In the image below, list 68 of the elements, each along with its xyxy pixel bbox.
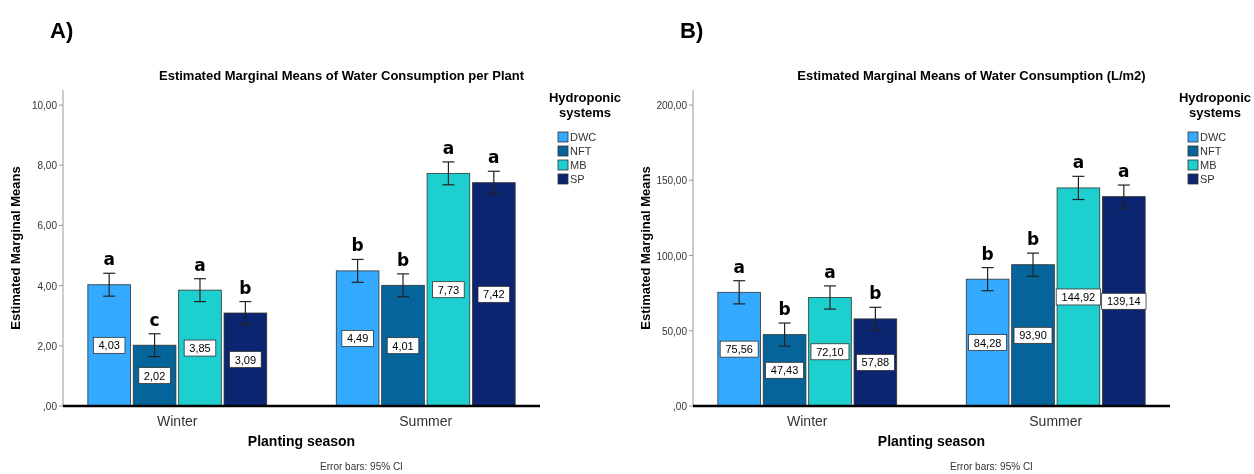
legend-title: Hydroponic systems — [548, 90, 622, 120]
data-label: 4,01 — [392, 339, 414, 352]
y-tick-label: 8,00 — [37, 160, 58, 172]
annotation: a — [103, 249, 115, 270]
data-label: 4,49 — [346, 332, 369, 345]
x-tick-label: Winter — [787, 413, 828, 429]
annotation: a — [1118, 161, 1130, 182]
legend-label: NFT — [1200, 145, 1222, 157]
data-label: 7,73 — [437, 283, 460, 296]
legend-label: MB — [1200, 159, 1217, 171]
annotation: b — [778, 299, 791, 320]
annotation: b — [981, 243, 994, 264]
annotation: b — [239, 277, 252, 298]
text: Error bars: 95% CI — [320, 461, 403, 472]
legend-label: SP — [1200, 173, 1215, 185]
annotation: b — [1026, 229, 1040, 250]
chart-title: Estimated Marginal Means of Water Consumption (L/m2) — [797, 68, 1146, 83]
y-axis-title: Estimated Marginal Means — [638, 166, 653, 330]
data-label: 84,28 — [973, 336, 1002, 349]
data-label: 7,42 — [483, 288, 505, 301]
annotation: b — [351, 235, 364, 256]
annotation: a — [488, 147, 500, 168]
data-label: 2,02 — [143, 369, 166, 382]
x-tick-label: Winter — [157, 413, 198, 429]
text: B) — [680, 18, 704, 43]
legend-label: MB — [570, 159, 587, 171]
annotation: a — [824, 261, 836, 282]
legend-label: SP — [570, 173, 585, 185]
y-tick-label: ,00 — [43, 401, 58, 412]
y-tick-label: 2,00 — [37, 340, 58, 352]
legend-label: DWC — [570, 131, 597, 143]
legend-title: Hydroponic systems — [1178, 90, 1252, 120]
x-tick-label: Summer — [399, 413, 453, 429]
y-tick-label: 10,00 — [31, 100, 58, 112]
annotation: c — [149, 309, 160, 330]
text: Error bars: 95% CI — [950, 461, 1033, 472]
bar — [472, 182, 516, 407]
chart-title: Estimated Marginal Means of Water Consumption per Plant — [158, 68, 525, 83]
data-label: 3,09 — [234, 353, 257, 366]
x-axis-title: Planting season — [247, 433, 356, 449]
data-label: 144,92 — [1061, 290, 1096, 303]
data-label: 139,14 — [1106, 295, 1141, 308]
annotation: b — [396, 249, 410, 270]
y-tick-label: 150,00 — [656, 175, 688, 187]
data-label: 47,43 — [770, 364, 799, 377]
annotation: b — [869, 283, 882, 304]
text: A) — [50, 18, 74, 43]
legend-label: DWC — [1200, 131, 1227, 143]
annotation: a — [733, 256, 745, 277]
data-label: 72,10 — [816, 345, 844, 358]
y-tick-label: 4,00 — [37, 280, 58, 292]
y-tick-label: 6,00 — [37, 220, 58, 232]
y-tick-label: 100,00 — [656, 250, 688, 262]
x-tick-label: Summer — [1029, 413, 1083, 429]
data-label: 93,90 — [1019, 329, 1047, 342]
data-label: 3,85 — [189, 342, 211, 355]
data-label: 57,88 — [861, 356, 890, 369]
annotation: a — [194, 254, 206, 275]
data-label: 4,03 — [98, 339, 120, 352]
y-tick-label: ,00 — [673, 401, 688, 412]
data-label: 75,56 — [725, 343, 753, 356]
y-tick-label: 200,00 — [656, 100, 688, 112]
legend-label: NFT — [570, 145, 592, 157]
x-axis-title: Planting season — [877, 433, 986, 449]
y-axis-title: Estimated Marginal Means — [8, 166, 23, 330]
annotation: a — [442, 137, 455, 158]
annotation: a — [1072, 152, 1085, 173]
y-tick-label: 50,00 — [661, 325, 688, 337]
